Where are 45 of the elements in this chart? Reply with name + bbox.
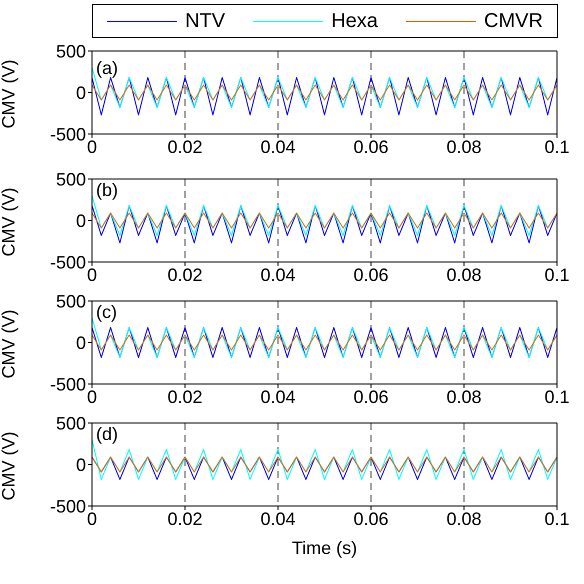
x-tick-label: 0.04 xyxy=(260,136,296,157)
x-tick-label: 0.08 xyxy=(446,264,482,285)
annotation: (a) xyxy=(96,58,118,79)
x-tick-label: 0.04 xyxy=(260,386,296,407)
y-axis-title: CMV (V) xyxy=(0,310,18,378)
y-tick-label: -500 xyxy=(50,374,86,394)
x-tick-label: 0.02 xyxy=(167,508,203,529)
legend-label: Hexa xyxy=(331,10,378,32)
y-tick-label: -500 xyxy=(50,496,86,516)
x-tick-label: 0.06 xyxy=(353,508,389,529)
x-tick-label: 0.06 xyxy=(353,136,389,157)
line-series xyxy=(92,205,557,244)
x-tick-label: 0.08 xyxy=(446,386,482,407)
y-axis-title: CMV (V) xyxy=(0,432,18,500)
x-tick-label: 0.1 xyxy=(544,386,570,407)
x-tick-label: 0.04 xyxy=(260,264,296,285)
y-tick-label: 0 xyxy=(76,210,86,231)
y-tick-label: 0 xyxy=(76,454,86,475)
annotation: (c) xyxy=(96,302,117,323)
y-tick-label: 500 xyxy=(56,169,86,190)
y-axis-title: CMV (V) xyxy=(0,60,18,128)
x-tick-label: 0.1 xyxy=(544,264,570,285)
legend-label: CMVR xyxy=(484,10,543,32)
y-tick-label: -500 xyxy=(50,124,86,144)
y-tick-label: 500 xyxy=(56,291,86,312)
x-tick-label: 0.1 xyxy=(544,136,570,157)
x-tick-label: 0.02 xyxy=(167,386,203,407)
annotation: (b) xyxy=(96,180,118,201)
x-tick-label: 0.04 xyxy=(260,508,296,529)
x-tick-label: 0.06 xyxy=(353,386,389,407)
y-tick-label: -500 xyxy=(50,252,86,272)
annotation: (d) xyxy=(96,424,118,445)
y-axis-title: CMV (V) xyxy=(0,188,18,256)
x-axis-title: Time (s) xyxy=(292,538,358,558)
y-tick-label: 500 xyxy=(56,413,86,434)
y-tick-label: 0 xyxy=(76,332,86,353)
x-tick-label: 0.1 xyxy=(544,508,570,529)
y-tick-label: 0 xyxy=(76,82,86,103)
y-tick-label: 500 xyxy=(56,41,86,62)
legend-label: NTV xyxy=(185,10,226,32)
x-tick-label: 0.02 xyxy=(167,136,203,157)
x-tick-label: 0.02 xyxy=(167,264,203,285)
x-tick-label: 0.08 xyxy=(446,136,482,157)
x-tick-label: 0.08 xyxy=(446,508,482,529)
x-tick-label: 0.06 xyxy=(353,264,389,285)
